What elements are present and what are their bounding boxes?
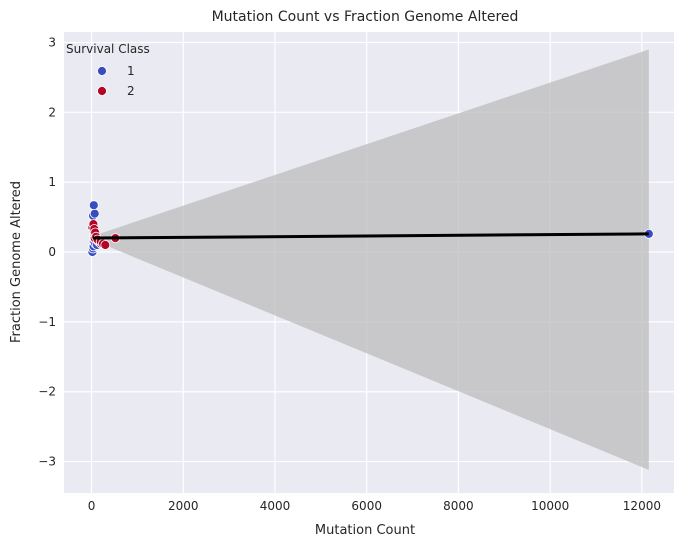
data-point-class-1 [88,200,99,211]
x-tick-label: 10000 [531,499,569,513]
x-tick-label: 6000 [351,499,382,513]
y-tick-label: −2 [38,385,56,399]
chart-title: Mutation Count vs Fraction Genome Altere… [212,9,519,25]
legend: Survival Class 1 2 [66,42,150,98]
y-tick-label: −1 [38,315,56,329]
y-tick-label: 3 [48,35,56,49]
confidence-band-layer [92,49,649,470]
x-axis-label: Mutation Count [315,523,415,538]
tick-labels: 0 2000 4000 6000 8000 10000 12000 −3 −2 −1 0 1 2 3 [38,35,661,513]
data-point-class-1 [89,208,100,219]
regression-layer [92,232,649,240]
legend-label-2: 2 [127,84,135,98]
legend-marker-2 [97,86,107,96]
x-tick-label: 4000 [260,499,291,513]
legend-marker-1 [97,66,107,76]
data-point-class-2 [100,240,111,250]
y-tick-label: −3 [38,455,56,469]
y-axis-label: Fraction Genome Altered [9,181,24,343]
legend-title: Survival Class [66,42,150,56]
y-tick-label: 0 [48,245,56,259]
x-tick-label: 0 [88,499,96,513]
y-tick-label: 2 [48,105,56,119]
legend-label-1: 1 [127,64,135,78]
confidence-band [92,49,649,470]
regression-line [92,232,649,240]
x-tick-label: 8000 [443,499,474,513]
y-tick-label: 1 [48,175,56,189]
x-tick-label: 12000 [623,499,661,513]
x-tick-label: 2000 [168,499,199,513]
